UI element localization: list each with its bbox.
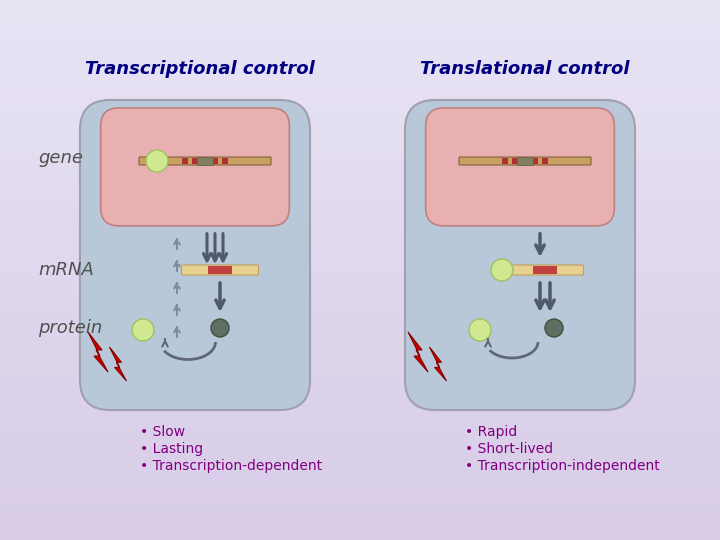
Bar (212, 158, 218, 164)
Text: gene: gene (38, 149, 83, 167)
Circle shape (146, 150, 168, 172)
Text: protein: protein (38, 319, 102, 337)
Polygon shape (109, 347, 127, 381)
Circle shape (132, 319, 154, 341)
Bar (197, 157, 213, 165)
Bar (532, 158, 538, 164)
FancyBboxPatch shape (181, 265, 258, 275)
Text: mRNA: mRNA (38, 261, 94, 279)
FancyBboxPatch shape (506, 265, 583, 275)
Text: • Rapid: • Rapid (465, 425, 517, 439)
Text: • Lasting: • Lasting (140, 442, 203, 456)
Text: • Transcription-dependent: • Transcription-dependent (140, 459, 322, 473)
Polygon shape (88, 332, 108, 372)
Bar (222, 158, 228, 164)
Bar (512, 158, 518, 164)
FancyBboxPatch shape (80, 100, 310, 410)
Bar (533, 266, 557, 274)
Circle shape (211, 319, 229, 337)
Circle shape (491, 259, 513, 281)
Text: Transcriptional control: Transcriptional control (85, 60, 315, 78)
FancyBboxPatch shape (139, 157, 271, 165)
Bar (208, 266, 232, 274)
Bar (517, 157, 533, 165)
Circle shape (545, 319, 563, 337)
Bar (192, 158, 198, 164)
Bar (502, 158, 508, 164)
FancyBboxPatch shape (459, 157, 591, 165)
Circle shape (469, 319, 491, 341)
Bar (202, 158, 208, 164)
Bar (182, 158, 188, 164)
Text: • Short-lived: • Short-lived (465, 442, 553, 456)
FancyBboxPatch shape (426, 108, 614, 226)
Polygon shape (408, 332, 428, 372)
FancyBboxPatch shape (405, 100, 635, 410)
Text: • Transcription-independent: • Transcription-independent (465, 459, 660, 473)
Text: Translational control: Translational control (420, 60, 630, 78)
Text: • Slow: • Slow (140, 425, 185, 439)
FancyBboxPatch shape (101, 108, 289, 226)
Bar (542, 158, 548, 164)
Bar (522, 158, 528, 164)
Polygon shape (430, 347, 446, 381)
